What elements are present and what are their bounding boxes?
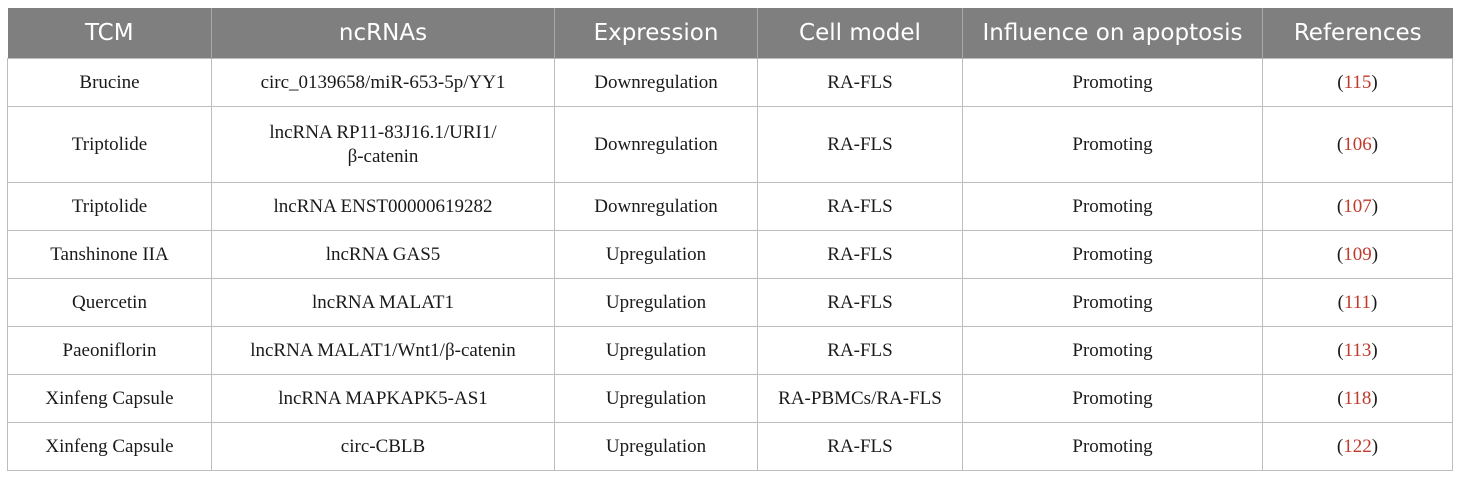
cell-tcm: Tanshinone IIA	[7, 230, 212, 279]
cell-reference: (109)	[1262, 230, 1453, 279]
header-tcm: TCM	[7, 8, 212, 59]
ref-open-paren: (	[1336, 243, 1344, 265]
ncrna-text: lncRNA ENST00000619282	[273, 195, 493, 217]
ref-close-paren: )	[1371, 71, 1378, 93]
table-body: Brucine circ_0139658/miR-653-5p/YY1 Down…	[7, 58, 1453, 471]
reference-link[interactable]: 107	[1343, 195, 1372, 217]
ref-close-paren: )	[1371, 195, 1379, 217]
cell-influence: Promoting	[962, 326, 1263, 375]
cell-tcm: Brucine	[7, 58, 212, 107]
cell-ncrna: lncRNA MALAT1/Wnt1/β-catenin	[211, 326, 555, 375]
reference-link[interactable]: 111	[1343, 291, 1372, 313]
table-row: Tanshinone IIA lncRNA GAS5 Upregulation …	[7, 230, 1453, 279]
cell-expression: Downregulation	[554, 106, 758, 183]
ref-close-paren: )	[1371, 387, 1378, 409]
ref-open-paren: (	[1337, 291, 1344, 313]
cell-ncrna: lncRNA MALAT1	[211, 278, 555, 327]
cell-influence: Promoting	[962, 230, 1263, 279]
tcm-ncrna-table: TCM ncRNAs Expression Cell model Influen…	[7, 8, 1453, 471]
cell-tcm: Triptolide	[7, 106, 212, 183]
cell-influence: Promoting	[962, 106, 1263, 183]
ncrna-text: lncRNA GAS5	[325, 243, 441, 265]
cell-tcm: Quercetin	[7, 278, 212, 327]
cell-ncrna: lncRNA RP11-83J16.1/URI1/β-catenin	[211, 106, 555, 183]
cell-expression: Upregulation	[554, 326, 758, 375]
cell-tcm: Triptolide	[7, 182, 212, 231]
cell-tcm: Paeoniflorin	[7, 326, 212, 375]
cell-influence: Promoting	[962, 182, 1263, 231]
cell-cell-model: RA-FLS	[757, 106, 963, 183]
ref-open-paren: (	[1337, 339, 1344, 361]
reference-link[interactable]: 113	[1343, 339, 1372, 361]
cell-reference: (107)	[1262, 182, 1453, 231]
cell-ncrna: circ_0139658/miR-653-5p/YY1	[211, 58, 555, 107]
cell-cell-model: RA-FLS	[757, 58, 963, 107]
cell-reference: (115)	[1262, 58, 1453, 107]
cell-expression: Downregulation	[554, 58, 758, 107]
ref-close-paren: )	[1371, 291, 1378, 313]
ncrna-text: lncRNA MALAT1	[312, 291, 454, 313]
cell-expression: Downregulation	[554, 182, 758, 231]
header-row: TCM ncRNAs Expression Cell model Influen…	[7, 8, 1453, 59]
reference-link[interactable]: 118	[1343, 387, 1372, 409]
table-row: Paeoniflorin lncRNA MALAT1/Wnt1/β-cateni…	[7, 326, 1453, 375]
cell-ncrna: circ-CBLB	[211, 422, 555, 471]
ncrna-text: lncRNA MALAT1/Wnt1/β-catenin	[250, 339, 516, 361]
table-header: TCM ncRNAs Expression Cell model Influen…	[7, 8, 1453, 59]
table-row: Triptolide lncRNA RP11-83J16.1/URI1/β-ca…	[7, 106, 1453, 183]
cell-influence: Promoting	[962, 278, 1263, 327]
table-row: Xinfeng Capsule circ-CBLB Upregulation R…	[7, 422, 1453, 471]
cell-reference: (111)	[1262, 278, 1453, 327]
ncrna-text: circ-CBLB	[340, 435, 426, 457]
ref-open-paren: (	[1337, 387, 1344, 409]
header-influence-on-apoptosis: Influence on apoptosis	[962, 8, 1263, 59]
cell-ncrna: lncRNA GAS5	[211, 230, 555, 279]
cell-expression: Upregulation	[554, 278, 758, 327]
table-row: Brucine circ_0139658/miR-653-5p/YY1 Down…	[7, 58, 1453, 107]
table-row: Triptolide lncRNA ENST00000619282 Downre…	[7, 182, 1453, 231]
cell-ncrna: lncRNA ENST00000619282	[211, 182, 555, 231]
cell-reference: (122)	[1262, 422, 1453, 471]
ref-close-paren: )	[1371, 133, 1379, 155]
header-expression: Expression	[554, 8, 758, 59]
cell-cell-model: RA-FLS	[757, 326, 963, 375]
reference-link[interactable]: 109	[1343, 243, 1372, 265]
cell-cell-model: RA-FLS	[757, 230, 963, 279]
cell-influence: Promoting	[962, 58, 1263, 107]
header-references: References	[1262, 8, 1453, 59]
ncrna-text-line-2: β-catenin	[347, 145, 419, 167]
ref-open-paren: (	[1337, 71, 1344, 93]
cell-expression: Upregulation	[554, 230, 758, 279]
header-ncrnas: ncRNAs	[211, 8, 555, 59]
cell-cell-model: RA-FLS	[757, 278, 963, 327]
cell-cell-model: RA-FLS	[757, 422, 963, 471]
table-row: Xinfeng Capsule lncRNA MAPKAPK5-AS1 Upre…	[7, 374, 1453, 423]
cell-ncrna: lncRNA MAPKAPK5-AS1	[211, 374, 555, 423]
header-cell-model: Cell model	[757, 8, 963, 59]
ncrna-text: circ_0139658/miR-653-5p/YY1	[260, 71, 506, 93]
cell-expression: Upregulation	[554, 374, 758, 423]
cell-influence: Promoting	[962, 422, 1263, 471]
cell-cell-model: RA-PBMCs/RA-FLS	[757, 374, 963, 423]
table-row: Quercetin lncRNA MALAT1 Upregulation RA-…	[7, 278, 1453, 327]
cell-tcm: Xinfeng Capsule	[7, 422, 212, 471]
cell-cell-model: RA-FLS	[757, 182, 963, 231]
reference-link[interactable]: 106	[1343, 133, 1372, 155]
ref-open-paren: (	[1336, 195, 1344, 217]
ref-open-paren: (	[1336, 133, 1344, 155]
cell-tcm: Xinfeng Capsule	[7, 374, 212, 423]
cell-reference: (106)	[1262, 106, 1453, 183]
cell-reference: (118)	[1262, 374, 1453, 423]
reference-link[interactable]: 115	[1343, 71, 1372, 93]
ref-close-paren: )	[1371, 243, 1379, 265]
cell-expression: Upregulation	[554, 422, 758, 471]
cell-influence: Promoting	[962, 374, 1263, 423]
ref-close-paren: )	[1371, 435, 1379, 457]
cell-reference: (113)	[1262, 326, 1453, 375]
ncrna-text: lncRNA MAPKAPK5-AS1	[278, 387, 488, 409]
reference-link[interactable]: 122	[1343, 435, 1372, 457]
ref-open-paren: (	[1336, 435, 1344, 457]
ref-close-paren: )	[1371, 339, 1378, 361]
ncrna-text-line-1: lncRNA RP11-83J16.1/URI1/	[269, 121, 497, 143]
